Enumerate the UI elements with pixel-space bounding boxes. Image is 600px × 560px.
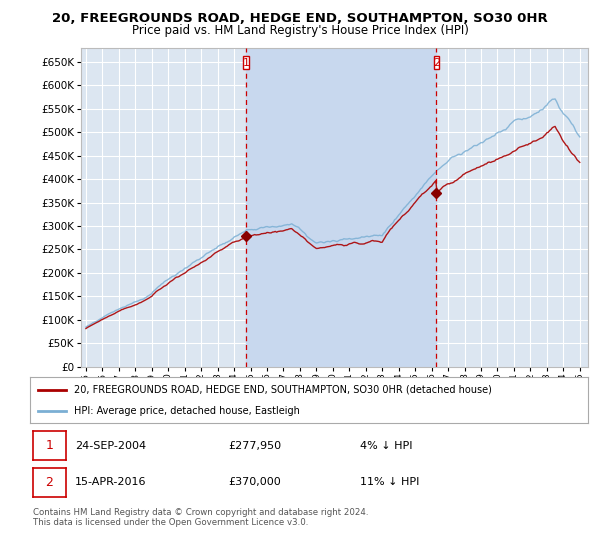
Text: Contains HM Land Registry data © Crown copyright and database right 2024.
This d: Contains HM Land Registry data © Crown c… bbox=[33, 508, 368, 528]
Text: 20, FREEGROUNDS ROAD, HEDGE END, SOUTHAMPTON, SO30 0HR (detached house): 20, FREEGROUNDS ROAD, HEDGE END, SOUTHAM… bbox=[74, 385, 491, 395]
Text: 4% ↓ HPI: 4% ↓ HPI bbox=[360, 441, 413, 451]
FancyBboxPatch shape bbox=[434, 56, 439, 69]
Bar bbox=[246, 48, 436, 367]
Text: Price paid vs. HM Land Registry's House Price Index (HPI): Price paid vs. HM Land Registry's House … bbox=[131, 24, 469, 36]
Text: 1: 1 bbox=[242, 58, 250, 68]
Text: £277,950: £277,950 bbox=[228, 441, 281, 451]
FancyBboxPatch shape bbox=[243, 56, 249, 69]
Text: £370,000: £370,000 bbox=[228, 477, 281, 487]
Text: 24-SEP-2004: 24-SEP-2004 bbox=[75, 441, 146, 451]
Text: 20, FREEGROUNDS ROAD, HEDGE END, SOUTHAMPTON, SO30 0HR: 20, FREEGROUNDS ROAD, HEDGE END, SOUTHAM… bbox=[52, 12, 548, 25]
Text: 1: 1 bbox=[46, 439, 53, 452]
Text: 11% ↓ HPI: 11% ↓ HPI bbox=[360, 477, 419, 487]
Text: HPI: Average price, detached house, Eastleigh: HPI: Average price, detached house, East… bbox=[74, 407, 299, 416]
Text: 2: 2 bbox=[433, 58, 440, 68]
Text: 15-APR-2016: 15-APR-2016 bbox=[75, 477, 146, 487]
Text: 2: 2 bbox=[46, 475, 53, 489]
